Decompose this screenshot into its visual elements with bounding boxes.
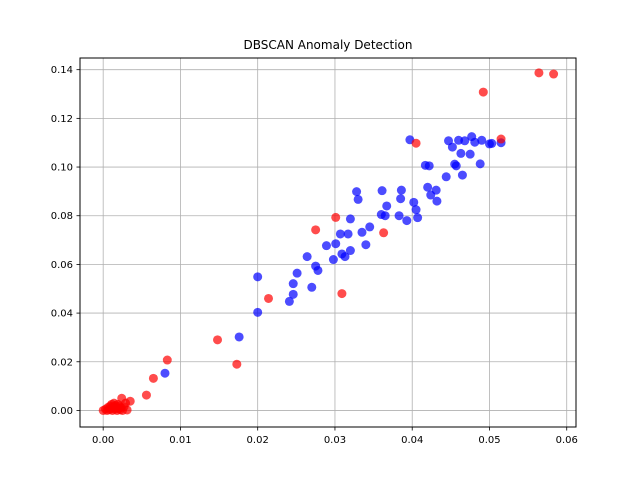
normal-point (365, 222, 375, 232)
normal-point (457, 170, 467, 180)
grid-lines (80, 58, 576, 427)
y-tick-label: 0.00 (51, 406, 73, 417)
normal-point (451, 161, 461, 171)
plot-area-frame (79, 57, 577, 428)
normal-point (409, 197, 419, 207)
normal-point (432, 196, 442, 206)
x-tick-label: 0.02 (247, 435, 269, 446)
chart-title: DBSCAN Anomaly Detection (243, 38, 412, 52)
normal-point (470, 137, 480, 147)
normal-point (477, 135, 487, 145)
normal-point (288, 289, 298, 299)
normal-point (331, 239, 341, 249)
normal-point (431, 185, 441, 195)
normal-point (328, 255, 338, 265)
normal-point (423, 182, 433, 192)
normal-point (475, 159, 485, 169)
y-tick-label: 0.04 (51, 309, 73, 320)
normal-point (357, 227, 367, 237)
anomaly-point (478, 87, 488, 97)
normal-point (253, 272, 263, 282)
normal-point (382, 201, 392, 211)
normal-point (352, 187, 362, 197)
normal-point (377, 186, 387, 196)
normal-point (345, 246, 355, 256)
normal-point (160, 368, 170, 378)
y-tick-label: 0.06 (51, 260, 73, 271)
anomaly-point (162, 355, 172, 365)
anomaly-point (549, 69, 559, 79)
x-axis: 0.00 0.01 0.02 0.03 0.04 0.05 0.06 (92, 427, 578, 446)
normal-point (460, 136, 470, 146)
normal-point (411, 205, 421, 215)
anomaly-point (331, 212, 341, 222)
normal-point (313, 265, 323, 275)
normal-point (288, 279, 298, 289)
normal-point (335, 229, 345, 239)
anomaly-point (411, 138, 421, 148)
normal-point (394, 211, 404, 221)
normal-point (361, 240, 371, 250)
normal-point (343, 229, 353, 239)
y-tick-label: 0.10 (51, 163, 73, 174)
x-tick-label: 0.01 (169, 435, 191, 446)
anomaly-point (496, 134, 506, 144)
normal-point (465, 149, 475, 159)
anomaly-point (141, 390, 151, 400)
y-axis: 0.00 0.02 0.04 0.06 0.08 0.10 0.12 0.14 (51, 65, 80, 417)
anomaly-point (264, 293, 274, 303)
x-tick-label: 0.03 (324, 435, 346, 446)
anomaly-point (125, 396, 135, 406)
anomaly-point (122, 405, 132, 415)
anomaly-point (213, 335, 223, 345)
normal-point (487, 138, 497, 148)
anomaly-point (148, 373, 158, 383)
x-tick-label: 0.05 (478, 435, 500, 446)
anomaly-point (232, 359, 242, 369)
normal-point (292, 268, 302, 278)
y-tick-label: 0.08 (51, 211, 73, 222)
normal-point (413, 213, 423, 223)
normal-point (345, 214, 355, 224)
normal-point (253, 307, 263, 317)
anomaly-point (534, 68, 544, 78)
data-points (98, 68, 559, 415)
y-tick-label: 0.12 (51, 114, 73, 125)
normal-point (353, 194, 363, 204)
normal-point (380, 211, 390, 221)
normal-point (424, 161, 434, 171)
anomaly-point (337, 289, 347, 299)
normal-point (321, 241, 331, 251)
normal-point (441, 172, 451, 182)
anomaly-point (379, 228, 389, 238)
normal-point (234, 332, 244, 342)
normal-point (340, 252, 350, 262)
normal-point (396, 194, 406, 204)
normal-point (456, 148, 466, 158)
normal-point (284, 296, 294, 306)
anomaly-point (311, 225, 321, 235)
normal-point (302, 252, 312, 262)
normal-point (447, 142, 457, 152)
y-tick-label: 0.02 (51, 357, 73, 368)
x-tick-label: 0.04 (401, 435, 423, 446)
x-tick-label: 0.00 (92, 435, 114, 446)
x-tick-label: 0.06 (556, 435, 578, 446)
y-tick-label: 0.14 (51, 65, 73, 76)
normal-point (396, 185, 406, 195)
normal-point (307, 282, 317, 292)
normal-point (402, 216, 412, 226)
